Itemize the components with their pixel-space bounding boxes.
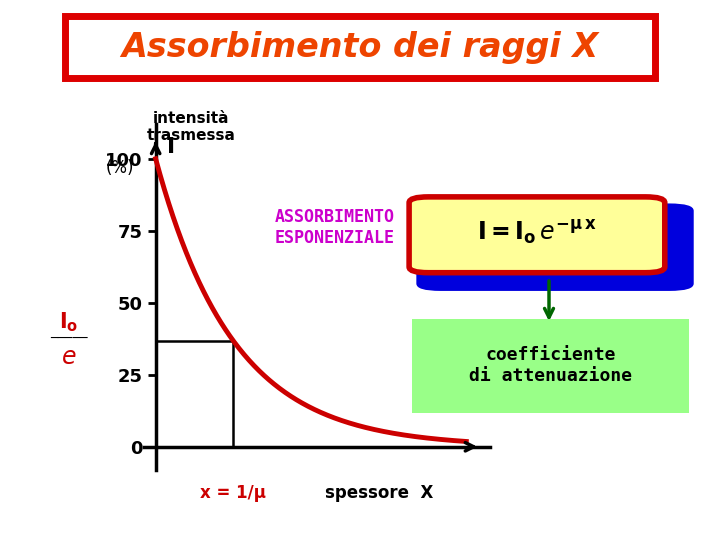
Bar xyxy=(65,77,655,78)
Bar xyxy=(65,77,655,78)
Bar xyxy=(65,77,655,78)
Text: $\mathit{e}$: $\mathit{e}$ xyxy=(60,345,76,369)
Bar xyxy=(65,77,655,78)
FancyBboxPatch shape xyxy=(409,197,665,273)
Bar xyxy=(65,77,655,78)
Bar xyxy=(65,77,655,78)
Bar xyxy=(65,77,655,78)
Bar xyxy=(65,77,655,78)
Bar xyxy=(65,77,655,78)
Bar xyxy=(65,77,655,78)
Bar xyxy=(65,77,655,78)
Text: intensità
trasmessa: intensità trasmessa xyxy=(146,111,235,143)
Bar xyxy=(65,77,655,78)
Bar xyxy=(65,77,655,78)
Bar xyxy=(65,77,655,78)
Bar xyxy=(65,77,655,78)
Text: coefficiente
di attenuazione: coefficiente di attenuazione xyxy=(469,347,632,385)
Bar xyxy=(65,77,655,78)
Bar xyxy=(65,77,655,78)
Text: ASSORBIMENTO
ESPONENZIALE: ASSORBIMENTO ESPONENZIALE xyxy=(274,208,395,247)
Bar xyxy=(65,77,655,78)
Text: x = 1/μ: x = 1/μ xyxy=(200,484,266,502)
Bar xyxy=(65,77,655,78)
Text: I: I xyxy=(167,137,176,157)
Bar xyxy=(65,77,655,78)
Bar xyxy=(65,77,655,78)
Bar xyxy=(65,77,655,78)
FancyBboxPatch shape xyxy=(412,319,689,413)
Bar xyxy=(65,77,655,78)
Bar xyxy=(65,77,655,78)
Bar xyxy=(65,77,655,78)
Bar xyxy=(65,77,655,78)
Bar xyxy=(65,77,655,78)
Bar xyxy=(65,77,655,78)
Bar xyxy=(65,77,655,78)
Bar xyxy=(65,77,655,78)
Bar xyxy=(65,77,655,78)
Text: ─────: ───── xyxy=(50,332,87,345)
Bar xyxy=(65,77,655,78)
Text: (%): (%) xyxy=(105,159,134,177)
Text: spessore  X: spessore X xyxy=(325,484,433,502)
Bar xyxy=(65,77,655,78)
Bar xyxy=(65,77,655,78)
Bar xyxy=(65,77,655,78)
Bar xyxy=(65,77,655,78)
Bar xyxy=(65,77,655,78)
Bar xyxy=(65,77,655,78)
Bar xyxy=(65,77,655,78)
Bar xyxy=(65,77,655,78)
Bar xyxy=(65,77,655,78)
Bar xyxy=(65,77,655,78)
Text: $\mathbf{I_o}$: $\mathbf{I_o}$ xyxy=(59,310,78,334)
Bar xyxy=(65,77,655,78)
Bar xyxy=(65,77,655,78)
Bar xyxy=(65,77,655,78)
Bar xyxy=(65,77,655,78)
Bar xyxy=(65,77,655,78)
Bar xyxy=(65,77,655,78)
Bar xyxy=(65,77,655,78)
Bar xyxy=(65,77,655,78)
Bar xyxy=(65,77,655,78)
FancyBboxPatch shape xyxy=(416,204,693,291)
Text: Assorbimento dei raggi X: Assorbimento dei raggi X xyxy=(122,31,598,64)
Bar xyxy=(65,77,655,78)
Bar xyxy=(65,77,655,78)
Bar xyxy=(65,77,655,78)
Bar xyxy=(65,77,655,78)
Bar xyxy=(65,77,655,78)
Bar xyxy=(65,77,655,78)
Bar xyxy=(65,77,655,78)
Bar xyxy=(65,77,655,78)
Text: $\mathbf{I = I_o \, \mathit{e}^{-\mu \, x}}$: $\mathbf{I = I_o \, \mathit{e}^{-\mu \, … xyxy=(477,219,597,247)
Bar xyxy=(65,77,655,78)
Bar xyxy=(65,77,655,78)
Bar xyxy=(65,77,655,78)
Bar xyxy=(65,77,655,78)
Bar xyxy=(65,77,655,78)
Bar xyxy=(65,77,655,78)
Bar xyxy=(65,77,655,78)
Bar xyxy=(65,77,655,78)
Bar xyxy=(65,77,655,78)
Bar xyxy=(65,77,655,78)
